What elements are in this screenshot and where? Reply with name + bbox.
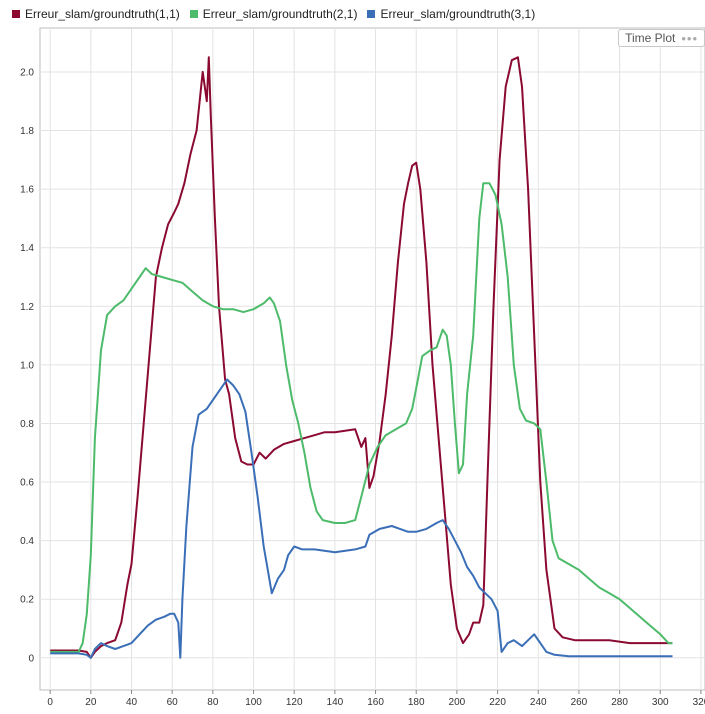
x-tick-label: 300 [652,697,669,708]
more-dots-icon[interactable]: ••• [681,30,698,46]
legend-item[interactable]: Erreur_slam/groundtruth(1,1) [12,7,180,21]
x-tick-label: 260 [571,697,588,708]
legend-item[interactable]: Erreur_slam/groundtruth(3,1) [367,7,535,21]
y-tick-label: 2.0 [20,67,34,78]
legend-label: Erreur_slam/groundtruth(3,1) [380,7,536,21]
x-tick-label: 200 [449,697,466,708]
x-tick-label: 60 [167,697,179,708]
x-tick-label: 40 [126,697,138,708]
legend-item[interactable]: Erreur_slam/groundtruth(2,1) [189,7,358,21]
legend: Erreur_slam/groundtruth(1,1) Erreur_slam/… [0,0,705,28]
y-tick-label: 0.2 [20,595,34,606]
x-tick-label: 320 [693,697,705,708]
x-tick-label: 80 [207,697,219,708]
series-line-1 [50,56,673,659]
y-tick-label: 0 [28,653,34,664]
legend-swatch [189,10,198,18]
time-plot-badge[interactable]: Time Plot ••• [618,29,705,47]
x-tick-label: 280 [611,697,628,708]
plot-frame [39,27,705,691]
x-tick-label: 240 [530,697,547,708]
x-tick-label: 180 [408,697,425,708]
y-tick-label: 1.4 [20,243,34,254]
y-tick-label: 1.6 [20,185,34,196]
x-tick-label: 0 [47,697,53,708]
x-tick-label: 20 [85,697,97,708]
y-tick-label: 0.8 [20,419,34,430]
time-plot-label: Time Plot [625,31,676,45]
x-tick-label: 140 [327,697,344,708]
y-tick-label: 1.2 [20,302,34,313]
x-tick-label: 220 [489,697,506,708]
legend-swatch [12,10,20,18]
y-tick-label: 1.8 [20,126,34,137]
x-tick-label: 100 [245,697,262,708]
y-tick-label: 0.4 [20,536,34,547]
legend-label: Erreur_slam/groundtruth(1,1) [25,7,180,21]
y-tick-label: 1.0 [20,360,34,371]
y-tick-label: 0.6 [20,478,34,489]
legend-swatch [367,10,376,18]
x-tick-label: 120 [286,697,303,708]
legend-label: Erreur_slam/groundtruth(2,1) [202,7,358,21]
series-line-2 [50,182,673,653]
series-line-3 [50,378,673,659]
x-tick-label: 160 [367,697,384,708]
